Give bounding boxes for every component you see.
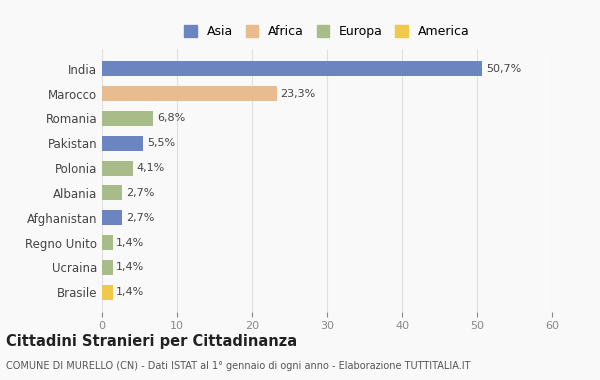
Bar (102, 61, 482, 76)
Bar (102, 111, 153, 126)
Bar (102, 185, 122, 200)
Text: COMUNE DI MURELLO (CN) - Dati ISTAT al 1° gennaio di ogni anno - Elaborazione TU: COMUNE DI MURELLO (CN) - Dati ISTAT al 1… (6, 361, 470, 370)
Bar (102, 86, 277, 101)
Text: 4,1%: 4,1% (137, 163, 165, 173)
Text: Cittadini Stranieri per Cittadinanza: Cittadini Stranieri per Cittadinanza (6, 334, 297, 349)
Bar (102, 285, 113, 300)
Text: 5,5%: 5,5% (147, 138, 175, 148)
Bar (102, 235, 113, 250)
Text: 1,4%: 1,4% (116, 238, 145, 248)
Bar (102, 161, 133, 176)
Legend: Asia, Africa, Europa, America: Asia, Africa, Europa, America (181, 22, 473, 42)
Text: 50,7%: 50,7% (486, 64, 521, 74)
Text: 2,7%: 2,7% (126, 213, 154, 223)
Bar (102, 210, 122, 225)
Bar (102, 260, 113, 275)
Text: 6,8%: 6,8% (157, 113, 185, 124)
Text: 2,7%: 2,7% (126, 188, 154, 198)
Bar (102, 136, 143, 151)
Text: 1,4%: 1,4% (116, 263, 145, 272)
Text: 1,4%: 1,4% (116, 287, 145, 297)
Text: 23,3%: 23,3% (281, 89, 316, 98)
